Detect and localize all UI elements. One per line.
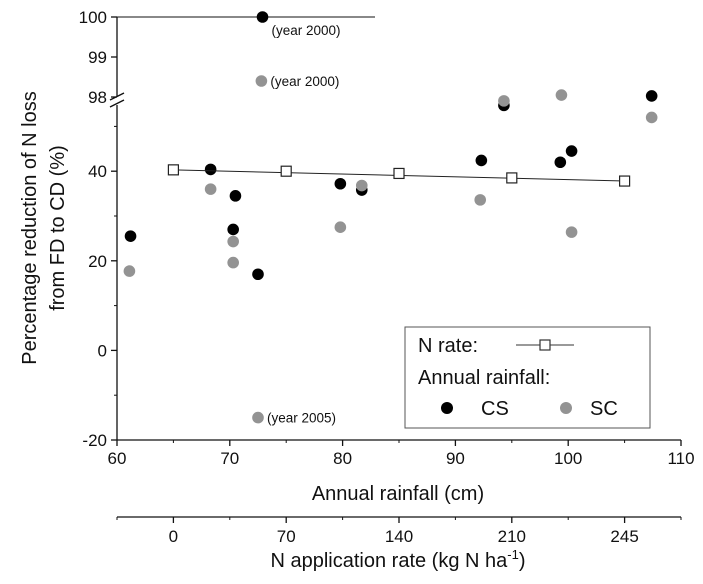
legend-cs-marker [441, 402, 453, 414]
cs-point [554, 156, 567, 169]
nrate-point [393, 167, 405, 180]
sc-point [498, 95, 510, 107]
x-tick-label: 60 [108, 449, 127, 468]
nrate-point [618, 175, 631, 187]
nrate-point [506, 172, 518, 184]
sc-point [252, 411, 264, 424]
x2-tick-label: 140 [385, 527, 413, 546]
y-axis-title: Percentage reduction of N loss [19, 91, 41, 365]
axes: -20 0 20 40 98 99 100 60 70 80 90 100 110 0 70 140 210 24… [79, 8, 695, 546]
point-annotation: (year 2000) [272, 23, 341, 38]
legend-nrate-label: N rate: [418, 335, 478, 357]
sc-point [565, 226, 578, 238]
cs-point [229, 190, 242, 202]
sc-point [355, 179, 368, 192]
legend-cs-label: CS [481, 398, 509, 420]
legend-sc-marker [560, 402, 572, 414]
cs-point [124, 230, 137, 242]
sc-point [474, 194, 487, 206]
x2-tick-label: 70 [277, 527, 296, 546]
y-tick-label: 99 [88, 48, 107, 67]
x2-axis-title: N application rate (kg N ha-1) [270, 547, 525, 572]
x-tick-label: 100 [554, 449, 582, 468]
y-tick-label: 100 [79, 8, 107, 27]
sc-point [255, 75, 268, 87]
cs-point [475, 154, 488, 167]
y-tick-label: 98 [88, 88, 107, 107]
x-tick-label: 90 [446, 449, 465, 468]
data-marks: (year 2000) (year 2000) (year 2005) [123, 11, 658, 426]
legend: N rate: Annual rainfall: CS SC [404, 326, 651, 429]
x2-tick-label: 0 [169, 527, 178, 546]
x-tick-label: 70 [220, 449, 239, 468]
cs-point [252, 268, 264, 281]
nrate-point [280, 165, 292, 177]
x2-axis-title-text: N application rate (kg N ha [270, 550, 508, 572]
y-tick-label: 0 [98, 341, 107, 360]
point-annotation: (year 2005) [267, 411, 336, 426]
nrate-point [167, 164, 179, 176]
sc-point [645, 111, 658, 124]
point-annotation: (year 2000) [270, 74, 339, 89]
sc-point [204, 183, 217, 195]
legend-nrate-marker [539, 339, 551, 351]
sc-point [334, 221, 347, 233]
cs-point [645, 90, 658, 102]
x2-tick-label: 210 [498, 527, 526, 546]
sc-point [555, 89, 568, 101]
y-tick-label: 20 [88, 252, 107, 271]
sc-point [123, 265, 136, 277]
sc-point [227, 256, 239, 269]
y-axis-title-line2: from FD to CD (%) [47, 145, 69, 311]
y-axis-break-mark [109, 99, 125, 108]
x-tick-label: 80 [333, 449, 352, 468]
cs-point [256, 11, 269, 23]
cs-point [204, 163, 217, 176]
x2-axis-title-close: ) [519, 550, 526, 572]
cs-point [334, 177, 347, 190]
x-axis-title: Annual rainfall (cm) [312, 483, 484, 505]
sc-point [227, 235, 239, 248]
legend-sc-label: SC [590, 398, 618, 420]
cs-point [227, 223, 239, 236]
x-tick-label: 110 [667, 449, 694, 468]
x2-tick-label: 245 [610, 527, 638, 546]
y-tick-label: 40 [88, 162, 107, 181]
x2-axis-title-superscript: -1 [507, 547, 519, 562]
cs-point [565, 145, 578, 157]
y-tick-label: -20 [82, 431, 107, 450]
legend-rainfall-label: Annual rainfall: [418, 367, 550, 389]
